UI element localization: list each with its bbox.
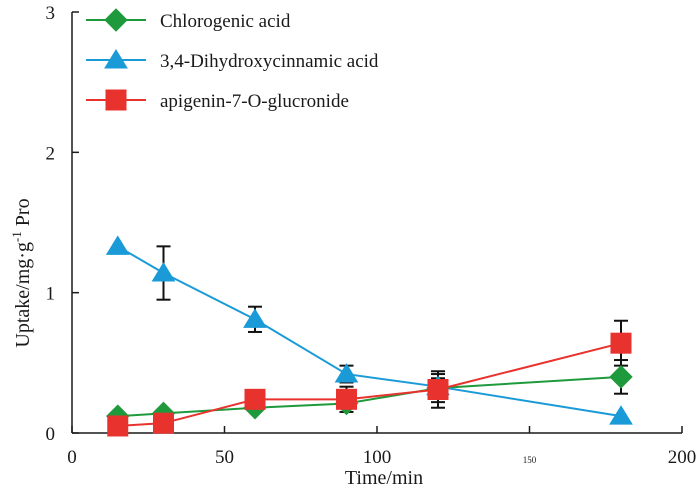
chart-legend: Chlorogenic acid 3,4-Dihydroxycinnamic ac… (86, 8, 379, 112)
series-lines (117, 245, 622, 427)
triangle-data-point (334, 363, 359, 383)
x-tick-label: 150 (523, 455, 537, 465)
square-series-line (117, 342, 622, 427)
chart-ticks: 0 1 2 3 0 50 100 150 200 (46, 3, 697, 468)
diamond-data-point (609, 365, 633, 389)
triangle-data-point (151, 262, 176, 282)
x-tick-label: 200 (668, 447, 697, 468)
y-tick-label: 2 (46, 143, 56, 164)
square-data-point (244, 388, 266, 410)
square-data-point (153, 412, 174, 434)
legend-triangle-marker (104, 49, 128, 69)
error-bars (156, 245, 628, 413)
square-data-point (107, 415, 129, 437)
y-tick-label: 3 (46, 3, 56, 24)
triangle-data-point (105, 235, 130, 255)
y-axis-title: Uptake/mg·g-1 Pro (9, 198, 34, 347)
legend-triangle-label: 3,4-Dihydroxycinnamic acid (160, 51, 379, 72)
chart-axes (71, 12, 682, 434)
y-axis-title-main: Uptake/mg·g (12, 242, 34, 348)
legend-diamond-marker (104, 8, 128, 32)
x-tick-label: 0 (67, 447, 77, 468)
square-data-point (427, 378, 449, 400)
triangle-data-point (243, 308, 267, 328)
series-markers (105, 235, 633, 437)
x-axis-title: Time/min (345, 467, 423, 489)
x-tick-label: 50 (215, 447, 234, 468)
legend-square-marker (105, 89, 127, 111)
square-data-point (610, 332, 632, 354)
legend-diamond-label: Chlorogenic acid (160, 11, 291, 32)
triangle-series-line (117, 245, 622, 418)
triangle-data-point (609, 405, 633, 425)
square-data-point (336, 388, 357, 410)
y-axis-title-superscript: -1 (9, 231, 24, 242)
y-axis-title-suffix: Pro (12, 198, 34, 231)
y-tick-label: 1 (46, 284, 56, 305)
y-tick-label: 0 (46, 424, 56, 445)
legend-square-label: apigenin-7-O-glucronide (160, 91, 349, 112)
x-tick-label: 100 (363, 447, 392, 468)
